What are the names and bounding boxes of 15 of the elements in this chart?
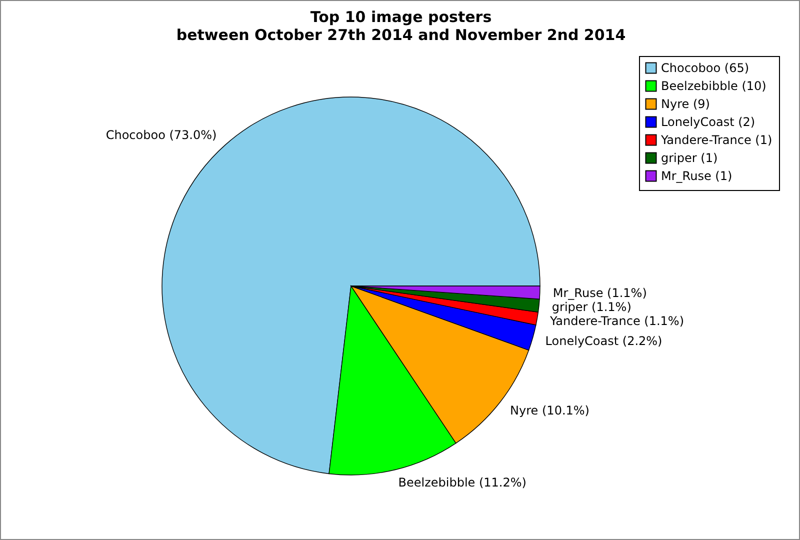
legend-label: Chocoboo (65) — [661, 61, 750, 75]
legend-label: griper (1) — [661, 151, 718, 165]
data-label: Beelzebibble (11.2%) — [398, 475, 526, 490]
data-label: LonelyCoast (2.2%) — [545, 334, 662, 348]
data-label: Chocoboo (73.0%) — [106, 128, 217, 142]
legend-label: Beelzebibble (10) — [661, 79, 766, 93]
data-label: Mr_Ruse (1.1%) — [552, 286, 647, 300]
data-label: Nyre (10.1%) — [510, 404, 590, 418]
legend-label: Yandere-Trance (1) — [660, 133, 772, 147]
legend-label: LonelyCoast (2) — [661, 115, 756, 129]
legend-label: Mr_Ruse (1) — [661, 169, 732, 183]
data-label: Yandere-Trance (1.1%) — [548, 314, 684, 328]
legend-label: Nyre (9) — [661, 97, 710, 111]
chart-title: Top 10 image posters between October 27th 2014 and November 2nd 2014 — [176, 8, 626, 44]
data-label: griper (1.1%) — [552, 300, 632, 314]
